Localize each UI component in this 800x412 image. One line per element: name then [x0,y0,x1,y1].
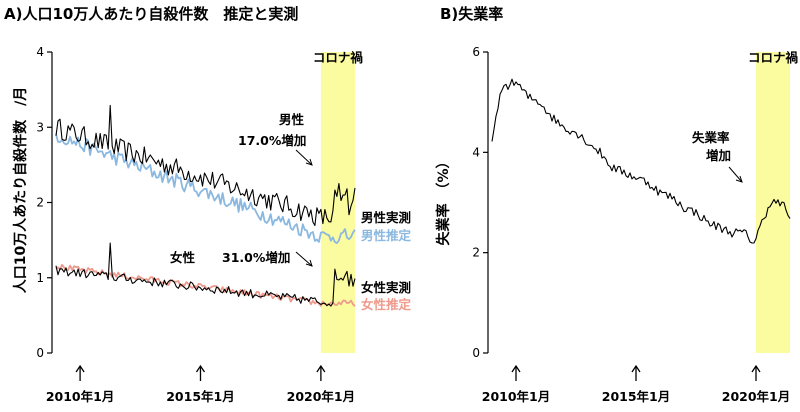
y-tick-label: 3 [36,120,44,134]
male-annotation-label: 男性 [279,112,305,127]
panel-a-covid-label: コロナ禍 [313,50,363,65]
panel-a-series [55,104,356,307]
x-tick-label: 2020年1月 [287,389,356,404]
panel-b-covid-label: コロナ禍 [748,50,798,65]
y-tick-label: 6 [472,45,480,59]
x-tick-arrowhead [75,364,85,373]
x-tick-arrowhead [511,364,521,373]
x-tick-arrowhead [195,364,206,373]
panel-b-axes: 0 2 4 6 2010年1月 2015年1月 2020年1月 [472,45,790,404]
male-annotation-arrow [295,149,313,166]
series-line-0-1 [55,133,356,244]
panel-b-series [491,78,791,244]
series-line-1 [491,78,791,244]
panel-b: B)失業率 コロナ禍 0 2 4 6 2010年1月 2015年1月 2020年1月 失業率… [435,5,798,404]
y-tick-label: 4 [36,45,44,59]
male-annotation-arrowhead [305,158,313,166]
unemployment-annotation-arrowhead [735,175,743,183]
x-tick-arrowhead [751,364,761,373]
y-tick-label: 2 [472,246,480,260]
panel-a-title: A)人口10万人あたり自殺件数 推定と実測 [4,5,298,23]
female-actual-label: 女性実測 [361,280,411,295]
x-tick-label: 2015年1月 [602,389,671,404]
x-tick-label: 2020年1月 [722,389,791,404]
panel-a: A)人口10万人あたり自殺件数 推定と実測 コロナ禍 0 1 2 3 4 2010年1月 2… [4,5,412,404]
female-annotation-arrow [295,251,313,267]
male-actual-label: 男性実測 [361,210,411,225]
male-estimate-label: 男性推定 [361,228,412,243]
series-line-0-0 [55,104,356,227]
x-tick-arrowhead [631,364,641,373]
panel-a-ylabel: 人口10万人あたり自殺件数 /月 [12,87,29,294]
y-tick-label: 1 [36,271,44,285]
series-line-0-3 [55,263,356,307]
panel-a-axes: 0 1 2 3 4 2010年1月 2015年1月 2020年1月 [36,45,355,404]
panel-b-title: B)失業率 [440,5,503,23]
panel-b-ylabel: 失業率 （%） [435,154,452,245]
x-tick-label: 2010年1月 [482,389,551,404]
unemployment-annotation-label-2: 増加 [706,148,731,163]
series-line-0-2 [55,242,356,307]
x-tick-label: 2010年1月 [46,389,115,404]
female-annotation-arrowhead [305,259,313,267]
female-annotation-label: 女性 [170,250,196,265]
y-tick-label: 4 [472,145,480,159]
female-estimate-label: 女性推定 [361,297,412,312]
unemployment-annotation-label: 失業率 [692,130,730,145]
y-tick-label: 0 [36,346,44,360]
y-tick-label: 0 [472,346,480,360]
x-tick-arrowhead [316,364,326,373]
unemployment-annotation-arrow [728,166,743,183]
panel-b-covid-shade [756,52,790,353]
female-increase-annotation: 31.0%増加 [222,250,290,265]
panel-a-covid-shade [320,52,355,353]
y-tick-label: 2 [36,196,44,210]
male-increase-annotation: 17.0%増加 [238,133,306,148]
x-tick-label: 2015年1月 [166,389,235,404]
